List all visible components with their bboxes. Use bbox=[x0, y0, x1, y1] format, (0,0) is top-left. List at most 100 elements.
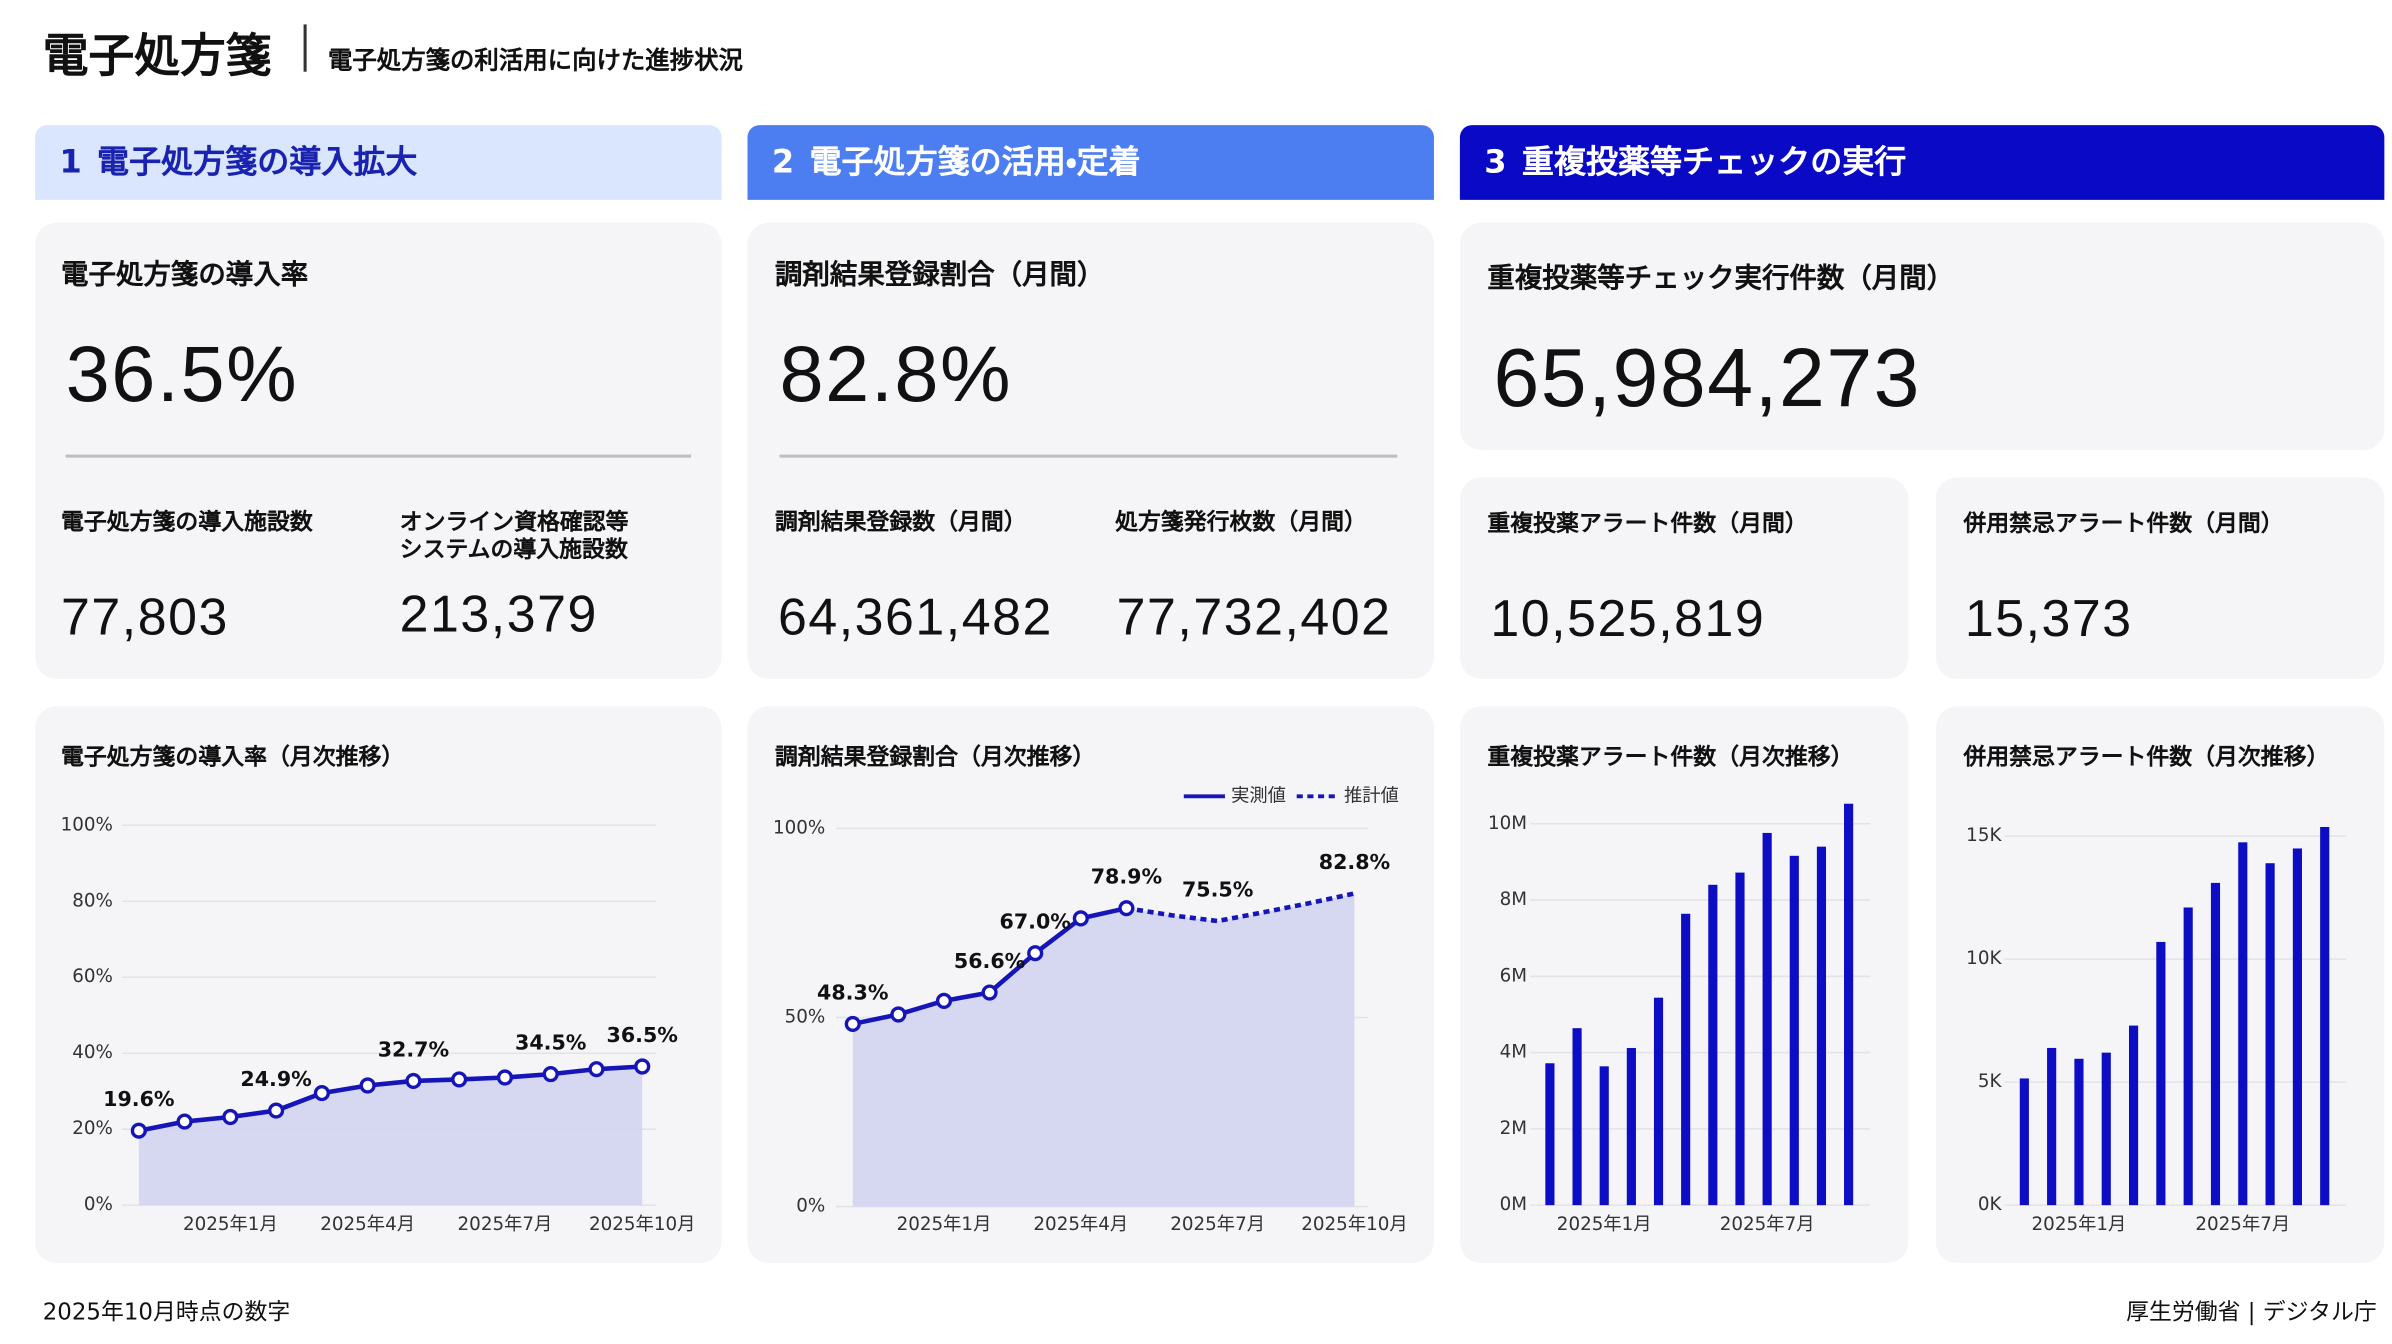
y-tick-label: 2M bbox=[1500, 1118, 1527, 1139]
y-tick-label: 10M bbox=[1488, 813, 1527, 834]
bar bbox=[1572, 1028, 1582, 1206]
chart-title: 調剤結果登録割合（月次推移） bbox=[774, 742, 1096, 771]
bar bbox=[1789, 855, 1799, 1206]
y-tick-label: 0M bbox=[1500, 1194, 1527, 1215]
data-label: 48.3% bbox=[817, 980, 888, 1004]
section-number: 2 bbox=[771, 143, 795, 181]
legend-label: 実測値 bbox=[1231, 785, 1286, 806]
section-title: 電子処方箋の導入拡大 bbox=[97, 143, 418, 181]
bar bbox=[1545, 1063, 1555, 1206]
marker bbox=[176, 1113, 193, 1130]
y-tick-label: 6M bbox=[1500, 965, 1527, 986]
kpi-label: 併用禁忌アラート件数（月間） bbox=[1963, 509, 2284, 537]
y-tick-label: 50% bbox=[785, 1007, 826, 1028]
y-tick-label: 100% bbox=[773, 817, 825, 838]
kpi-value: 64,361,482 bbox=[778, 588, 1053, 647]
kpi-value: 213,379 bbox=[399, 585, 598, 644]
chart-title: 併用禁忌アラート件数（月次推移） bbox=[1963, 742, 2330, 771]
marker bbox=[222, 1108, 239, 1126]
section-header: 2 電子処方箋の活用・定着 bbox=[747, 125, 1434, 200]
legend-label: 推計値 bbox=[1344, 785, 1399, 806]
bar bbox=[1708, 884, 1718, 1206]
marker bbox=[496, 1069, 514, 1086]
bar bbox=[1844, 803, 1854, 1206]
marker bbox=[359, 1077, 376, 1094]
bar bbox=[1626, 1048, 1636, 1206]
kpi-card bbox=[1459, 222, 2385, 451]
bar bbox=[2210, 882, 2221, 1206]
bar bbox=[2265, 863, 2275, 1206]
kpi-value: 65,984,273 bbox=[1493, 332, 1922, 425]
kpi-label: 調剤結果登録数（月間） bbox=[774, 507, 1027, 536]
x-tick-label: 2025年7月 bbox=[1720, 1214, 1815, 1235]
kpi-title: 重複投薬等チェック実行件数（月間） bbox=[1487, 262, 1955, 295]
bar bbox=[2128, 1025, 2139, 1206]
bar bbox=[2292, 848, 2302, 1206]
y-tick-label: 8M bbox=[1500, 889, 1527, 910]
data-label: 34.5% bbox=[515, 1031, 586, 1055]
x-tick-label: 2025年10月 bbox=[1301, 1214, 1407, 1235]
y-tick-label: 60% bbox=[72, 966, 113, 987]
bar bbox=[1653, 997, 1664, 1206]
kpi-value: 36.5% bbox=[65, 331, 299, 420]
separator bbox=[65, 454, 692, 458]
bar bbox=[1599, 1066, 1609, 1206]
section-title: 電子処方箋の活用・定着 bbox=[809, 143, 1141, 181]
data-label: 32.7% bbox=[378, 1037, 449, 1061]
data-label: 19.6% bbox=[103, 1087, 174, 1111]
y-tick-label: 10K bbox=[1966, 948, 2002, 969]
y-tick-label: 0% bbox=[84, 1194, 113, 1215]
kpi-label: オンライン資格確認等 システムの導入施設数 bbox=[399, 507, 629, 563]
y-tick-label: 0K bbox=[1978, 1194, 2003, 1215]
chart-title: 電子処方箋の導入率（月次推移） bbox=[61, 742, 405, 771]
bar bbox=[2183, 907, 2193, 1206]
x-tick-label: 2025年4月 bbox=[320, 1214, 415, 1235]
section-number: 3 bbox=[1484, 143, 1507, 181]
bar bbox=[2320, 826, 2330, 1206]
marker bbox=[1072, 910, 1089, 927]
x-tick-label: 2025年1月 bbox=[897, 1214, 992, 1235]
marker bbox=[1027, 945, 1044, 962]
y-tick-label: 15K bbox=[1966, 825, 2002, 846]
kpi-title: 電子処方箋の導入率 bbox=[61, 259, 309, 292]
kpi-card bbox=[35, 222, 722, 679]
x-tick-label: 2025年7月 bbox=[1170, 1214, 1265, 1235]
bar bbox=[2156, 941, 2166, 1206]
marker bbox=[890, 1006, 907, 1023]
divider bbox=[303, 24, 307, 72]
bar bbox=[1735, 872, 1745, 1206]
footer-credit: 厚生労働省 | デジタル庁 bbox=[2126, 1298, 2377, 1326]
marker bbox=[935, 992, 953, 1009]
area bbox=[138, 1066, 643, 1206]
chart-title: 重複投薬アラート件数（月次推移） bbox=[1487, 742, 1854, 771]
kpi-title: 調剤結果登録割合（月間） bbox=[774, 259, 1105, 292]
y-tick-label: 20% bbox=[72, 1118, 113, 1139]
marker bbox=[588, 1061, 605, 1078]
marker bbox=[1118, 900, 1135, 917]
marker bbox=[405, 1072, 422, 1090]
kpi-value: 82.8% bbox=[779, 331, 1013, 420]
x-tick-label: 2025年4月 bbox=[1033, 1214, 1128, 1235]
section-header: 1 電子処方箋の導入拡大 bbox=[35, 125, 722, 200]
y-tick-label: 80% bbox=[72, 890, 113, 911]
marker bbox=[313, 1085, 330, 1102]
footer-note: 2025年10月時点の数字 bbox=[42, 1298, 291, 1326]
kpi-value: 15,373 bbox=[1964, 590, 2133, 649]
marker bbox=[268, 1102, 285, 1119]
bar bbox=[1762, 832, 1772, 1206]
bar bbox=[1681, 913, 1691, 1206]
data-label: 36.5% bbox=[607, 1023, 678, 1047]
bar bbox=[1816, 846, 1827, 1206]
section-title: 重複投薬等チェックの実行 bbox=[1521, 143, 1907, 181]
data-label: 78.9% bbox=[1091, 865, 1162, 889]
kpi-label: 処方箋発行枚数（月間） bbox=[1115, 507, 1367, 536]
y-tick-label: 4M bbox=[1500, 1042, 1527, 1063]
data-label: 82.8% bbox=[1319, 850, 1390, 874]
line bbox=[1126, 891, 1355, 924]
y-tick-label: 100% bbox=[61, 814, 113, 835]
kpi-card bbox=[1935, 477, 2385, 679]
separator bbox=[779, 454, 1398, 458]
y-tick-label: 0% bbox=[796, 1196, 825, 1217]
